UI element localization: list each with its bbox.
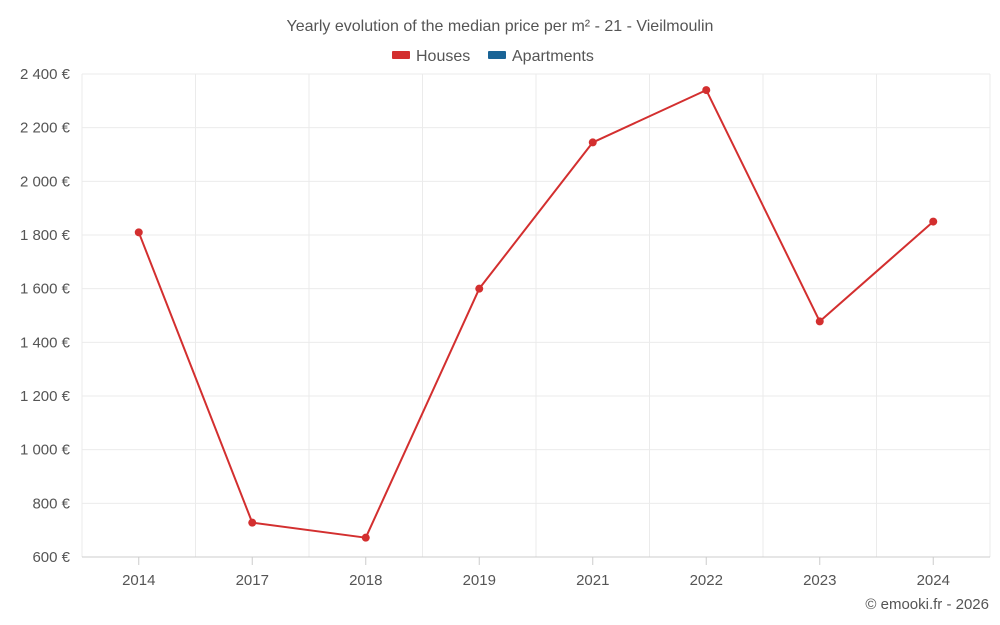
y-axis-tick-labels: 600 € 800 € 1 000 € 1 200 € 1 400 € 1 600 € 1 …: [20, 66, 71, 566]
legend-swatch-houses: [392, 51, 410, 59]
data-point-houses[interactable]: [475, 284, 484, 293]
y-tick-label: 1 200 €: [20, 388, 71, 405]
axes: [82, 556, 990, 565]
data-point-houses[interactable]: [361, 533, 370, 542]
data-point-houses[interactable]: [134, 228, 143, 237]
x-tick-label: 2017: [236, 572, 269, 589]
chart-title: Yearly evolution of the median price per…: [287, 18, 714, 35]
y-tick-label: 600 €: [32, 549, 70, 566]
x-tick-label: 2021: [576, 572, 609, 589]
grid: [81, 73, 991, 557]
legend-label-apartments: Apartments: [512, 48, 594, 65]
credit-text: © emooki.fr - 2026: [865, 596, 989, 613]
series-line-houses: [137, 89, 934, 539]
x-tick-label: 2024: [917, 572, 950, 589]
data-point-houses[interactable]: [588, 138, 597, 147]
data-point-houses[interactable]: [929, 217, 938, 226]
y-tick-label: 2 200 €: [20, 120, 71, 137]
y-tick-label: 1 400 €: [20, 334, 71, 351]
x-tick-label: 2014: [122, 572, 155, 589]
x-tick-label: 2019: [463, 572, 496, 589]
data-point-houses[interactable]: [815, 317, 824, 326]
legend: Houses Apartments: [392, 48, 594, 65]
data-point-houses[interactable]: [248, 518, 257, 527]
legend-label-houses: Houses: [416, 48, 470, 65]
legend-item-houses[interactable]: Houses: [392, 48, 470, 65]
series-layer: [134, 86, 938, 542]
legend-item-apartments[interactable]: Apartments: [488, 48, 594, 65]
x-tick-label: 2022: [690, 572, 723, 589]
data-point-houses[interactable]: [702, 86, 711, 95]
y-tick-label: 2 400 €: [20, 66, 71, 83]
y-tick-label: 800 €: [32, 495, 70, 512]
y-tick-label: 1 800 €: [20, 227, 71, 244]
x-axis-tick-labels: 2014 2017 2018 2019 2021 2022 2023 2024: [122, 572, 950, 589]
y-tick-label: 1 600 €: [20, 281, 71, 298]
y-tick-label: 2 000 €: [20, 173, 71, 190]
y-tick-label: 1 000 €: [20, 442, 71, 459]
x-tick-label: 2023: [803, 572, 836, 589]
legend-swatch-apartments: [488, 51, 506, 59]
x-tick-label: 2018: [349, 572, 382, 589]
